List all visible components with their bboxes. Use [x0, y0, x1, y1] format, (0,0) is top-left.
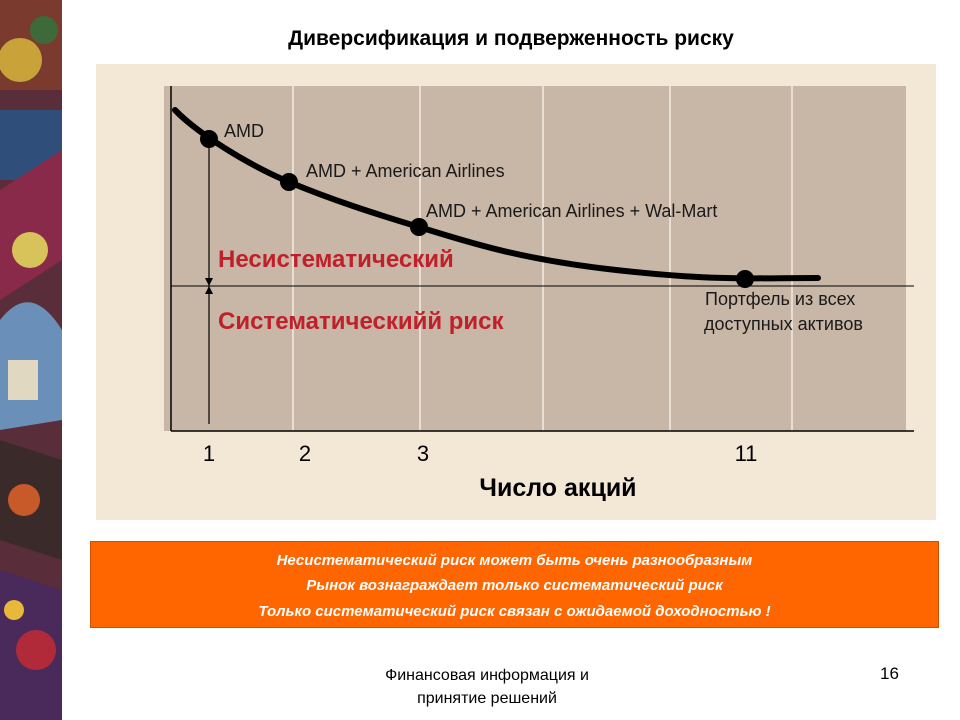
diversification-chart: AMD AMD + American Airlines AMD + Americ… [164, 86, 914, 502]
x-tick-label: 1 [203, 441, 215, 466]
label-amd: AMD [224, 121, 264, 141]
x-tick-label: 11 [735, 441, 758, 466]
label-portfolio-line1: Портфель из всех [705, 289, 855, 309]
footer-line-2: принятие решений [417, 690, 557, 707]
notes-box: Несистематический риск может быть очень … [90, 541, 939, 628]
risk-arrow-head [205, 278, 213, 286]
footer-caption: Финансовая информация и принятие решений [300, 664, 674, 710]
x-tick-label: 2 [299, 441, 311, 466]
note-line-3: Только систематический риск связан с ожи… [258, 603, 771, 620]
unsystematic-risk-label: Несистематический [218, 246, 454, 273]
note-line-2: Рынок вознаграждает только систематическ… [306, 577, 723, 594]
data-point-amd [200, 130, 218, 148]
data-point-amd-aa-wm [410, 218, 428, 236]
x-axis-title: Число акций [479, 474, 636, 502]
systematic-risk-label: Систематическийй риск [218, 308, 505, 335]
data-point-portfolio [736, 270, 754, 288]
page-number: 16 [880, 664, 899, 683]
label-amd-aa-wm: AMD + American Airlines + Wal-Mart [426, 201, 717, 221]
label-portfolio-line2: доступных активов [704, 314, 863, 334]
decorative-art-strip [0, 0, 62, 720]
x-tick-label: 3 [417, 441, 429, 466]
data-point-amd-aa [280, 173, 298, 191]
risk-arrow-head [205, 286, 213, 294]
slide-title: Диверсификация и подверженность риску [288, 27, 734, 50]
grid-lines [292, 86, 793, 431]
risk-curve [172, 107, 821, 282]
footer-line-1: Финансовая информация и [385, 667, 589, 684]
label-amd-aa: AMD + American Airlines [306, 161, 505, 181]
note-line-1: Несистематический риск может быть очень … [276, 552, 753, 569]
chart-panel: AMD AMD + American Airlines AMD + Americ… [96, 64, 936, 520]
